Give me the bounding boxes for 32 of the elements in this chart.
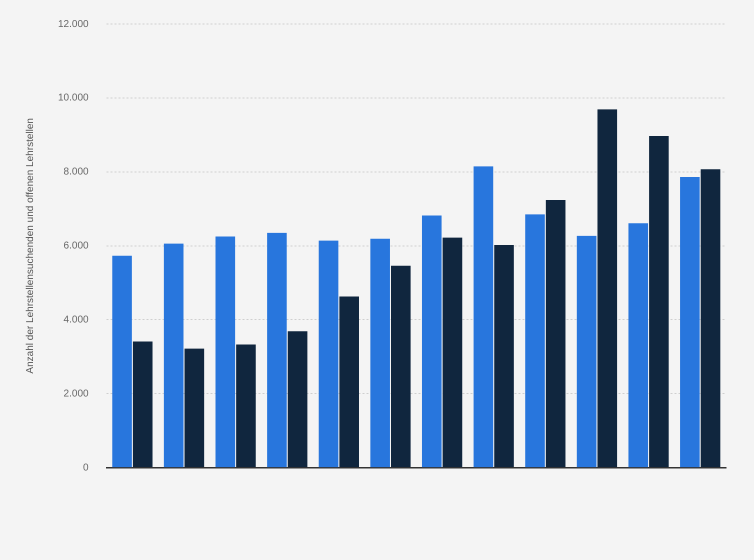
bar — [112, 256, 132, 468]
bar — [391, 266, 411, 468]
bar — [525, 214, 545, 468]
y-tick-label: 2.000 — [64, 388, 90, 400]
bar — [442, 238, 462, 468]
y-tick-label: 10.000 — [58, 92, 90, 104]
bar — [546, 200, 566, 468]
bar — [164, 244, 184, 468]
y-tick-label: 0 — [83, 462, 90, 474]
y-tick-label: 6.000 — [64, 240, 90, 252]
y-tick-label: 12.000 — [58, 18, 90, 30]
bar — [649, 136, 669, 468]
bar — [288, 331, 308, 468]
bar — [700, 169, 720, 468]
bar — [576, 236, 596, 468]
bar — [318, 240, 338, 468]
bar — [184, 348, 204, 468]
y-tick-label: 8.000 — [64, 166, 90, 178]
bar — [474, 166, 494, 468]
bar — [267, 232, 287, 468]
bar — [339, 296, 359, 468]
bar — [597, 109, 618, 468]
bar — [628, 223, 648, 468]
bar — [370, 238, 390, 468]
y-tick-label: 4.000 — [64, 314, 90, 326]
bar — [680, 177, 700, 468]
bar — [216, 236, 236, 468]
bar — [422, 215, 442, 468]
bar — [132, 342, 153, 468]
y-axis-title: Anzahl der Lehrstellensuchenden und offenen Lehrstellen — [24, 118, 36, 374]
bar — [236, 344, 256, 468]
bar — [494, 245, 514, 468]
